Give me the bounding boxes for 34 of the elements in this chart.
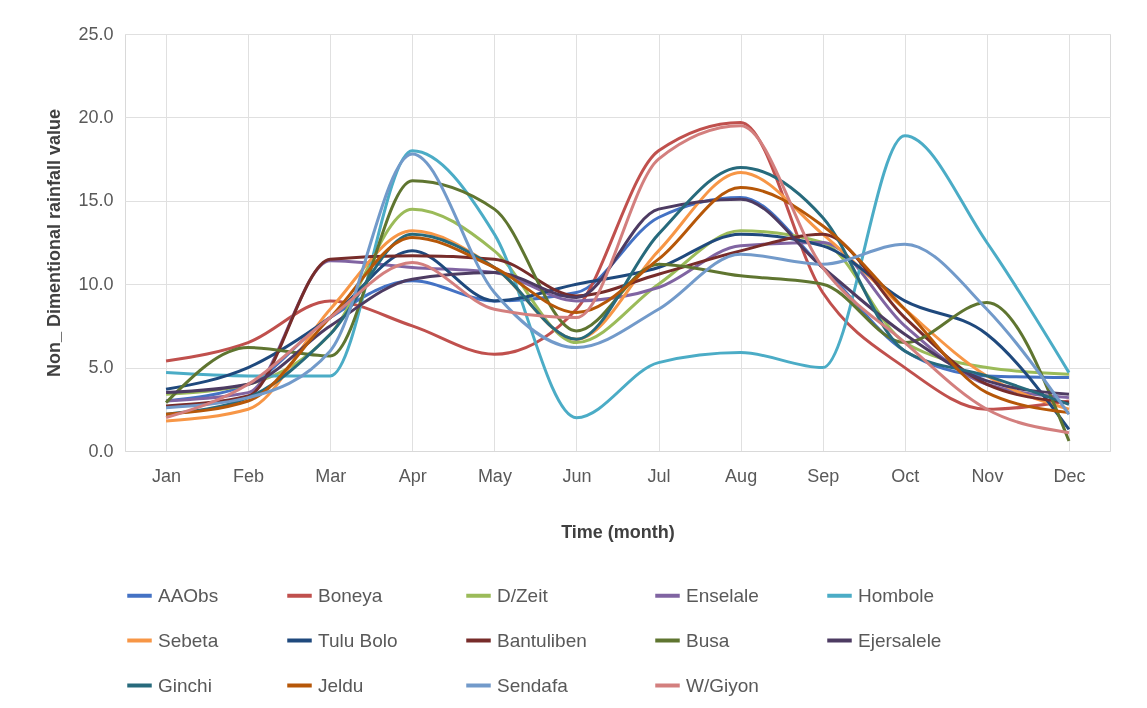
legend-label: Boneya (318, 584, 383, 606)
y-tick-label: 0.0 (88, 440, 114, 461)
legend-label: Jeldu (318, 674, 364, 696)
x-tick-label: Jul (647, 465, 671, 486)
legend-label: Sendafa (497, 674, 569, 696)
x-tick-label: Oct (891, 465, 920, 486)
x-tick-label: May (477, 465, 512, 486)
x-tick-label: Mar (315, 465, 347, 486)
legend-label: D/Zeit (497, 584, 549, 606)
legend-label: Ginchi (158, 674, 212, 696)
legend-label: Ejersalele (858, 629, 942, 651)
legend-label: W/Giyon (686, 674, 759, 696)
y-tick-label: 20.0 (78, 106, 114, 127)
x-tick-label: Jan (152, 465, 182, 486)
y-tick-label: 25.0 (78, 23, 114, 44)
y-tick-label: 5.0 (88, 357, 114, 378)
x-tick-label: Sep (807, 465, 840, 486)
y-tick-label: 10.0 (78, 273, 114, 294)
legend-label: Bantuliben (497, 629, 587, 651)
legend-label: Tulu Bolo (318, 629, 398, 651)
x-tick-label: Nov (971, 465, 1004, 486)
x-tick-label: Aug (725, 465, 758, 486)
x-axis-title: Time (month) (561, 521, 675, 542)
x-tick-label: Apr (398, 465, 427, 486)
x-tick-label: Dec (1053, 465, 1086, 486)
y-tick-label: 15.0 (78, 190, 114, 211)
x-tick-label: Jun (562, 465, 592, 486)
legend-label: Sebeta (158, 629, 219, 651)
legend-label: Enselale (686, 584, 759, 606)
x-tick-label: Feb (233, 465, 265, 486)
legend-label: Hombole (858, 584, 935, 606)
legend-label: AAObs (158, 584, 219, 606)
legend-label: Busa (686, 629, 730, 651)
y-axis-title: Non_ Dimentional rainfall value (44, 108, 65, 378)
